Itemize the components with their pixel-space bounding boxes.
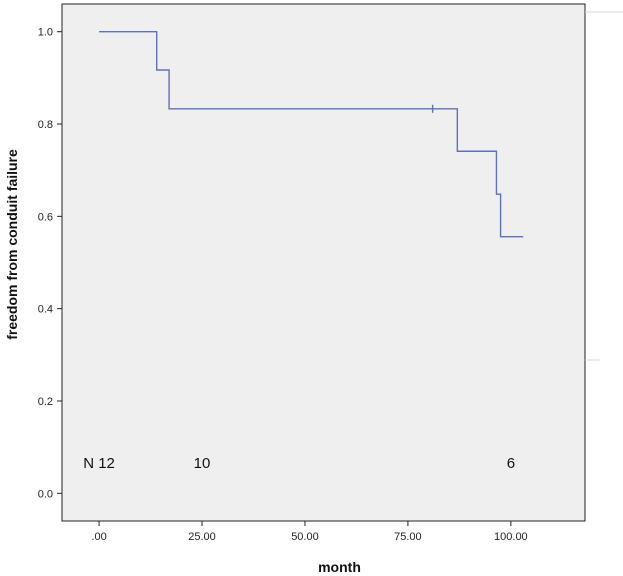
- y-axis-title: freedom from conduit failure: [4, 149, 20, 340]
- risk-count-label: 10: [194, 455, 211, 472]
- y-tick-label: 1.0: [38, 27, 53, 39]
- y-tick-label: 0.8: [38, 119, 53, 131]
- risk-count-label: N 12: [83, 455, 115, 472]
- x-tick-label: .00: [91, 531, 106, 543]
- x-tick-label: 100.00: [494, 531, 528, 543]
- x-tick-label: 75.00: [394, 531, 422, 543]
- number-at-risk: N 12 10 6: [83, 455, 515, 472]
- outer-frame-decoration: [585, 11, 623, 361]
- survival-curve-line: [99, 30, 524, 238]
- y-tick-label: 0.2: [38, 396, 53, 408]
- risk-count-label: 6: [507, 455, 515, 472]
- x-axis: .00 25.00 50.00 75.00 100.00: [91, 521, 528, 543]
- y-tick-label: 0.0: [38, 488, 53, 500]
- x-axis-title: month: [318, 559, 361, 575]
- x-tick-label: 25.00: [188, 531, 216, 543]
- y-axis: 0.0 0.2 0.4 0.6 0.8 1.0: [38, 27, 62, 500]
- y-tick-label: 0.4: [38, 304, 53, 316]
- plot-area: [61, 3, 586, 522]
- y-tick-label: 0.6: [38, 211, 53, 223]
- x-tick-label: 50.00: [291, 531, 319, 543]
